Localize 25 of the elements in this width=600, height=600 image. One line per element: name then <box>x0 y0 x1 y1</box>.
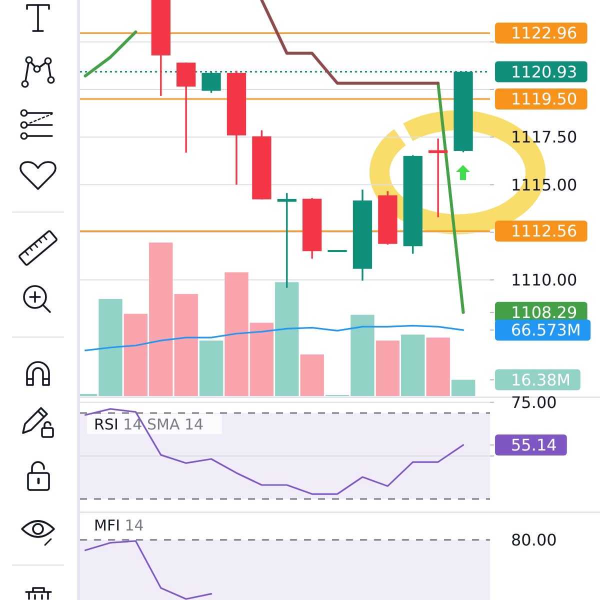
line-series <box>84 324 464 352</box>
y-tick-label: 1108.29 <box>511 303 578 322</box>
y2-tick-label: 16.38M <box>511 370 571 390</box>
candlestick <box>277 192 296 289</box>
candlestick <box>428 138 448 218</box>
bar <box>426 338 450 396</box>
y-tick-label: 55.14 <box>511 436 557 455</box>
bar <box>401 334 425 396</box>
y-tick-label: 1110.00 <box>511 270 578 290</box>
chart-title: MFI 14 <box>94 516 144 534</box>
bar <box>376 340 400 396</box>
ref-line-label: 1122.96 <box>511 24 578 43</box>
text: RSI 14 SMA 14 <box>94 415 204 434</box>
candlestick <box>176 62 196 154</box>
y2-tick-label: 66.573M <box>511 320 581 340</box>
bar <box>300 354 324 396</box>
bar <box>199 340 224 396</box>
ref-line-label: 1112.56 <box>511 222 578 241</box>
bar <box>275 282 299 396</box>
text: 80.00 <box>511 530 557 550</box>
y-tick-label: 75.00 <box>511 392 557 412</box>
line-series <box>84 408 464 495</box>
ref-line-label: 1120.93 <box>511 62 578 82</box>
bar <box>451 380 476 396</box>
ref-line-label: 1119.50 <box>511 90 578 109</box>
